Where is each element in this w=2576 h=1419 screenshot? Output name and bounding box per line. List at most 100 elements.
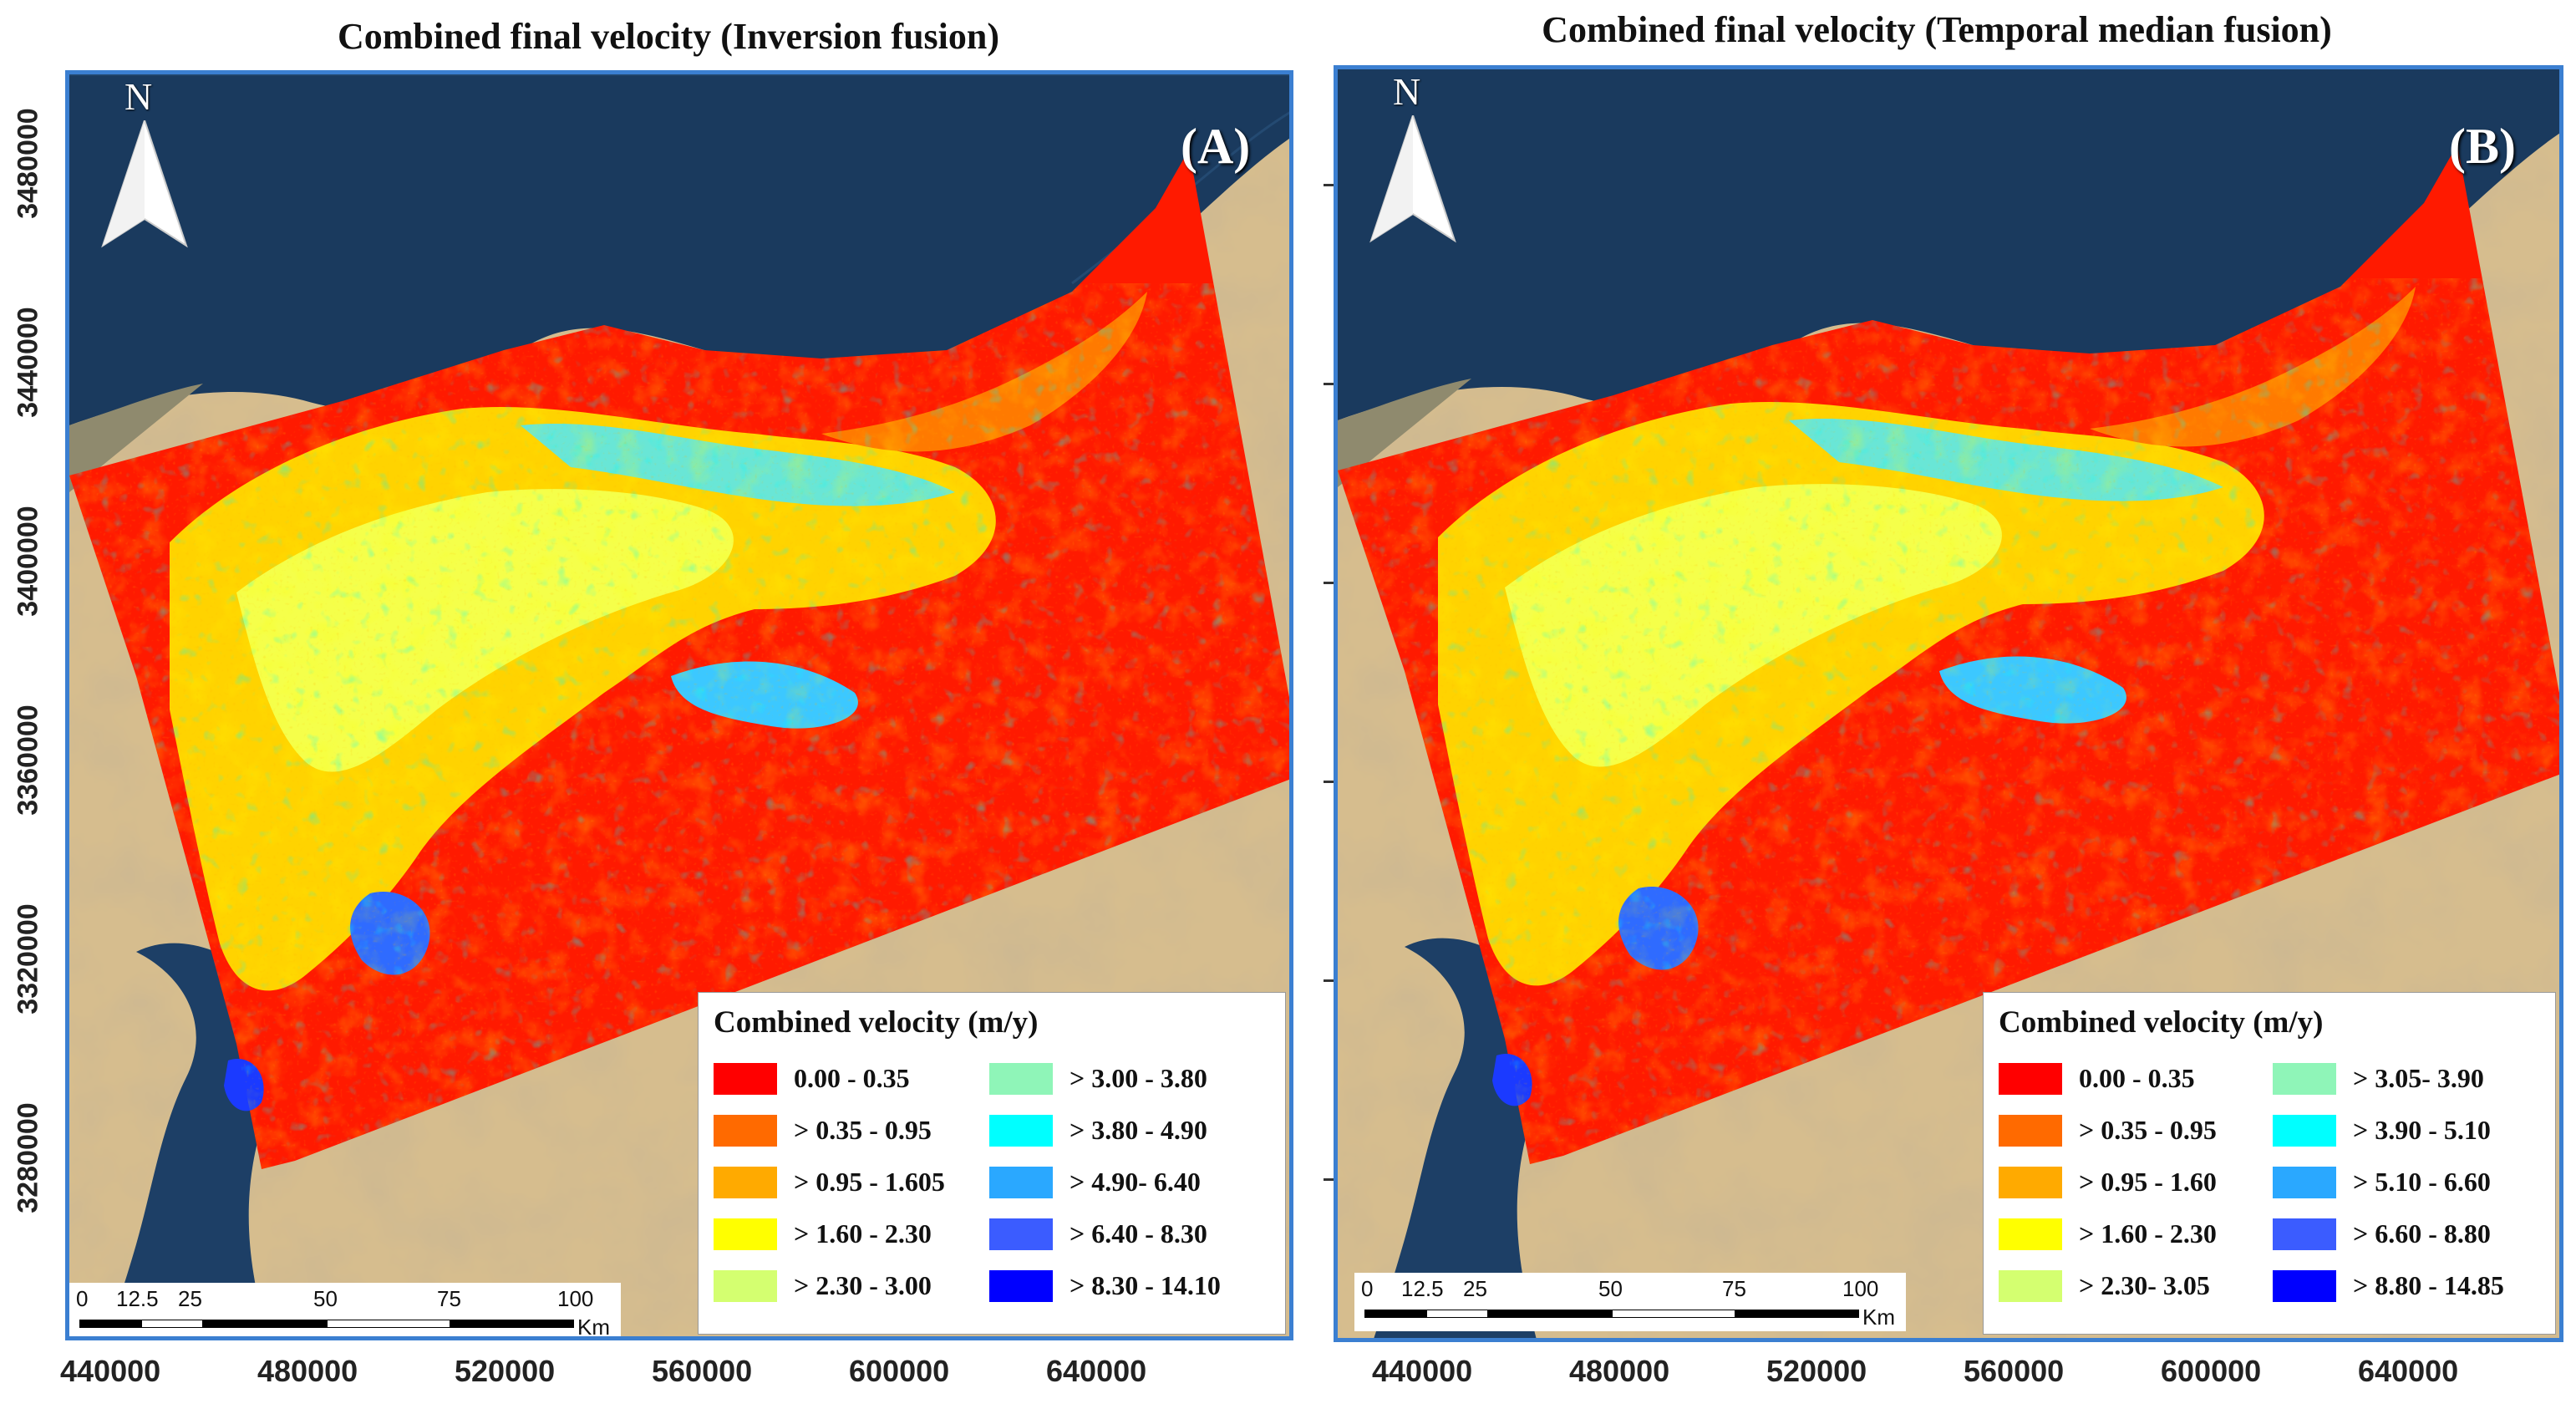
y-tick-mark <box>1324 979 1334 982</box>
scale-bar: 0 12.5 25 50 75 100 Km <box>69 1283 621 1336</box>
scale-segment <box>79 1320 141 1328</box>
map-frame: N (A) Combined velocity (m/y) 0.00 - 0.3… <box>65 70 1293 1340</box>
north-arrow: N <box>1363 69 1463 253</box>
legend-swatch <box>714 1270 777 1302</box>
y-tick-mark <box>1324 383 1334 385</box>
x-tick-label: 480000 <box>257 1354 358 1388</box>
legend-swatch <box>1999 1063 2062 1095</box>
y-tick-mark <box>1324 1178 1334 1181</box>
north-letter: N <box>124 75 153 118</box>
y-tick-label: 3440000 <box>12 307 44 418</box>
legend-swatch <box>989 1115 1053 1147</box>
legend-swatch <box>2273 1063 2336 1095</box>
legend-title: Combined velocity (m/y) <box>714 1005 1039 1040</box>
legend-swatch <box>714 1063 777 1095</box>
scale-tick: 12.5 <box>1401 1276 1444 1301</box>
north-arrow: N <box>94 74 195 258</box>
panel-title: Combined final velocity (Inversion fusio… <box>337 16 1000 57</box>
legend-title: Combined velocity (m/y) <box>1999 1005 2324 1040</box>
x-tick-label: 560000 <box>652 1354 753 1388</box>
north-arrow-icon <box>101 120 188 248</box>
scale-tick: 75 <box>437 1286 461 1311</box>
x-tick-label: 600000 <box>849 1354 950 1388</box>
legend-label: > 3.90 - 5.10 <box>2353 1115 2491 1145</box>
scale-segment <box>327 1320 450 1328</box>
scale-segment <box>450 1320 574 1328</box>
legend-swatch <box>989 1167 1053 1198</box>
legend-label: > 0.95 - 1.60 <box>2079 1167 2217 1197</box>
legend-label: > 1.60 - 2.30 <box>794 1218 932 1249</box>
scale-segment <box>1488 1310 1612 1318</box>
scale-tick: 75 <box>1722 1276 1746 1301</box>
scale-segment <box>1612 1310 1735 1318</box>
x-tick-label: 640000 <box>2358 1354 2459 1388</box>
scale-tick: 50 <box>1598 1276 1623 1301</box>
x-tick-label: 600000 <box>2161 1354 2262 1388</box>
x-tick-label: 640000 <box>1046 1354 1147 1388</box>
legend-label: > 6.40 - 8.30 <box>1070 1218 1207 1249</box>
map-frame: N (B) Combined velocity (m/y) 0.00 - 0.3… <box>1334 65 2563 1342</box>
legend-label: > 5.10 - 6.60 <box>2353 1167 2491 1197</box>
scale-segment <box>1364 1310 1426 1318</box>
y-tick-mark <box>1324 781 1334 783</box>
legend-swatch <box>2273 1270 2336 1302</box>
legend-label: > 2.30- 3.05 <box>2079 1270 2210 1300</box>
scale-segment <box>203 1320 327 1328</box>
scale-segment <box>141 1320 203 1328</box>
x-tick-label: 520000 <box>1766 1354 1867 1388</box>
legend-swatch <box>2273 1115 2336 1147</box>
x-tick-label: 480000 <box>1569 1354 1670 1388</box>
legend-label: > 0.35 - 0.95 <box>794 1115 932 1145</box>
panel-label: (A) <box>1181 119 1251 174</box>
legend-swatch <box>714 1167 777 1198</box>
legend-label: > 4.90- 6.40 <box>1070 1167 1201 1197</box>
legend: Combined velocity (m/y) 0.00 - 0.35 > 0.… <box>698 992 1286 1335</box>
north-arrow-icon <box>1369 115 1456 243</box>
scale-tick: 25 <box>178 1286 202 1311</box>
x-tick-label: 520000 <box>455 1354 556 1388</box>
legend-label: > 0.95 - 1.605 <box>794 1167 945 1197</box>
legend-swatch <box>1999 1270 2062 1302</box>
legend-label: > 3.80 - 4.90 <box>1070 1115 1207 1145</box>
panel-title: Combined final velocity (Temporal median… <box>1542 9 2332 50</box>
legend-swatch <box>1999 1167 2062 1198</box>
scale-tick: 0 <box>1361 1276 1374 1301</box>
scale-tick: 25 <box>1463 1276 1487 1301</box>
y-tick-label: 3360000 <box>12 704 44 816</box>
legend-swatch <box>1999 1218 2062 1250</box>
legend-label: > 8.80 - 14.85 <box>2353 1270 2504 1300</box>
legend-swatch <box>989 1063 1053 1095</box>
panel-label: (B) <box>2449 119 2516 174</box>
legend-swatch <box>714 1115 777 1147</box>
scale-unit: Km <box>1862 1305 1895 1330</box>
y-tick-label: 3480000 <box>12 108 44 219</box>
legend-label: 0.00 - 0.35 <box>794 1063 910 1093</box>
legend-label: > 2.30 - 3.00 <box>794 1270 932 1300</box>
y-tick-mark <box>1324 582 1334 584</box>
legend-label: > 3.05- 3.90 <box>2353 1063 2484 1093</box>
legend-swatch <box>2273 1167 2336 1198</box>
scale-tick: 12.5 <box>116 1286 159 1311</box>
north-letter: N <box>1393 70 1421 113</box>
scale-tick: 50 <box>313 1286 338 1311</box>
x-tick-label: 440000 <box>60 1354 161 1388</box>
map-image <box>1338 69 2559 1338</box>
y-tick-label: 3320000 <box>12 903 44 1015</box>
scale-segment <box>1426 1310 1488 1318</box>
legend-swatch <box>1999 1115 2062 1147</box>
scale-tick: 0 <box>76 1286 89 1311</box>
legend-swatch <box>989 1270 1053 1302</box>
scale-bar: 0 12.5 25 50 75 100 Km <box>1354 1273 1906 1331</box>
legend-label: > 0.35 - 0.95 <box>2079 1115 2217 1145</box>
scale-segment <box>1735 1310 1859 1318</box>
scale-tick: 100 <box>557 1286 594 1311</box>
legend: Combined velocity (m/y) 0.00 - 0.35 > 0.… <box>1983 992 2556 1335</box>
scale-tick: 100 <box>1842 1276 1879 1301</box>
legend-label: > 6.60 - 8.80 <box>2353 1218 2491 1249</box>
legend-label: > 3.00 - 3.80 <box>1070 1063 1207 1093</box>
x-tick-label: 440000 <box>1372 1354 1473 1388</box>
legend-swatch <box>714 1218 777 1250</box>
legend-swatch <box>989 1218 1053 1250</box>
legend-swatch <box>2273 1218 2336 1250</box>
y-tick-label: 3400000 <box>12 506 44 617</box>
